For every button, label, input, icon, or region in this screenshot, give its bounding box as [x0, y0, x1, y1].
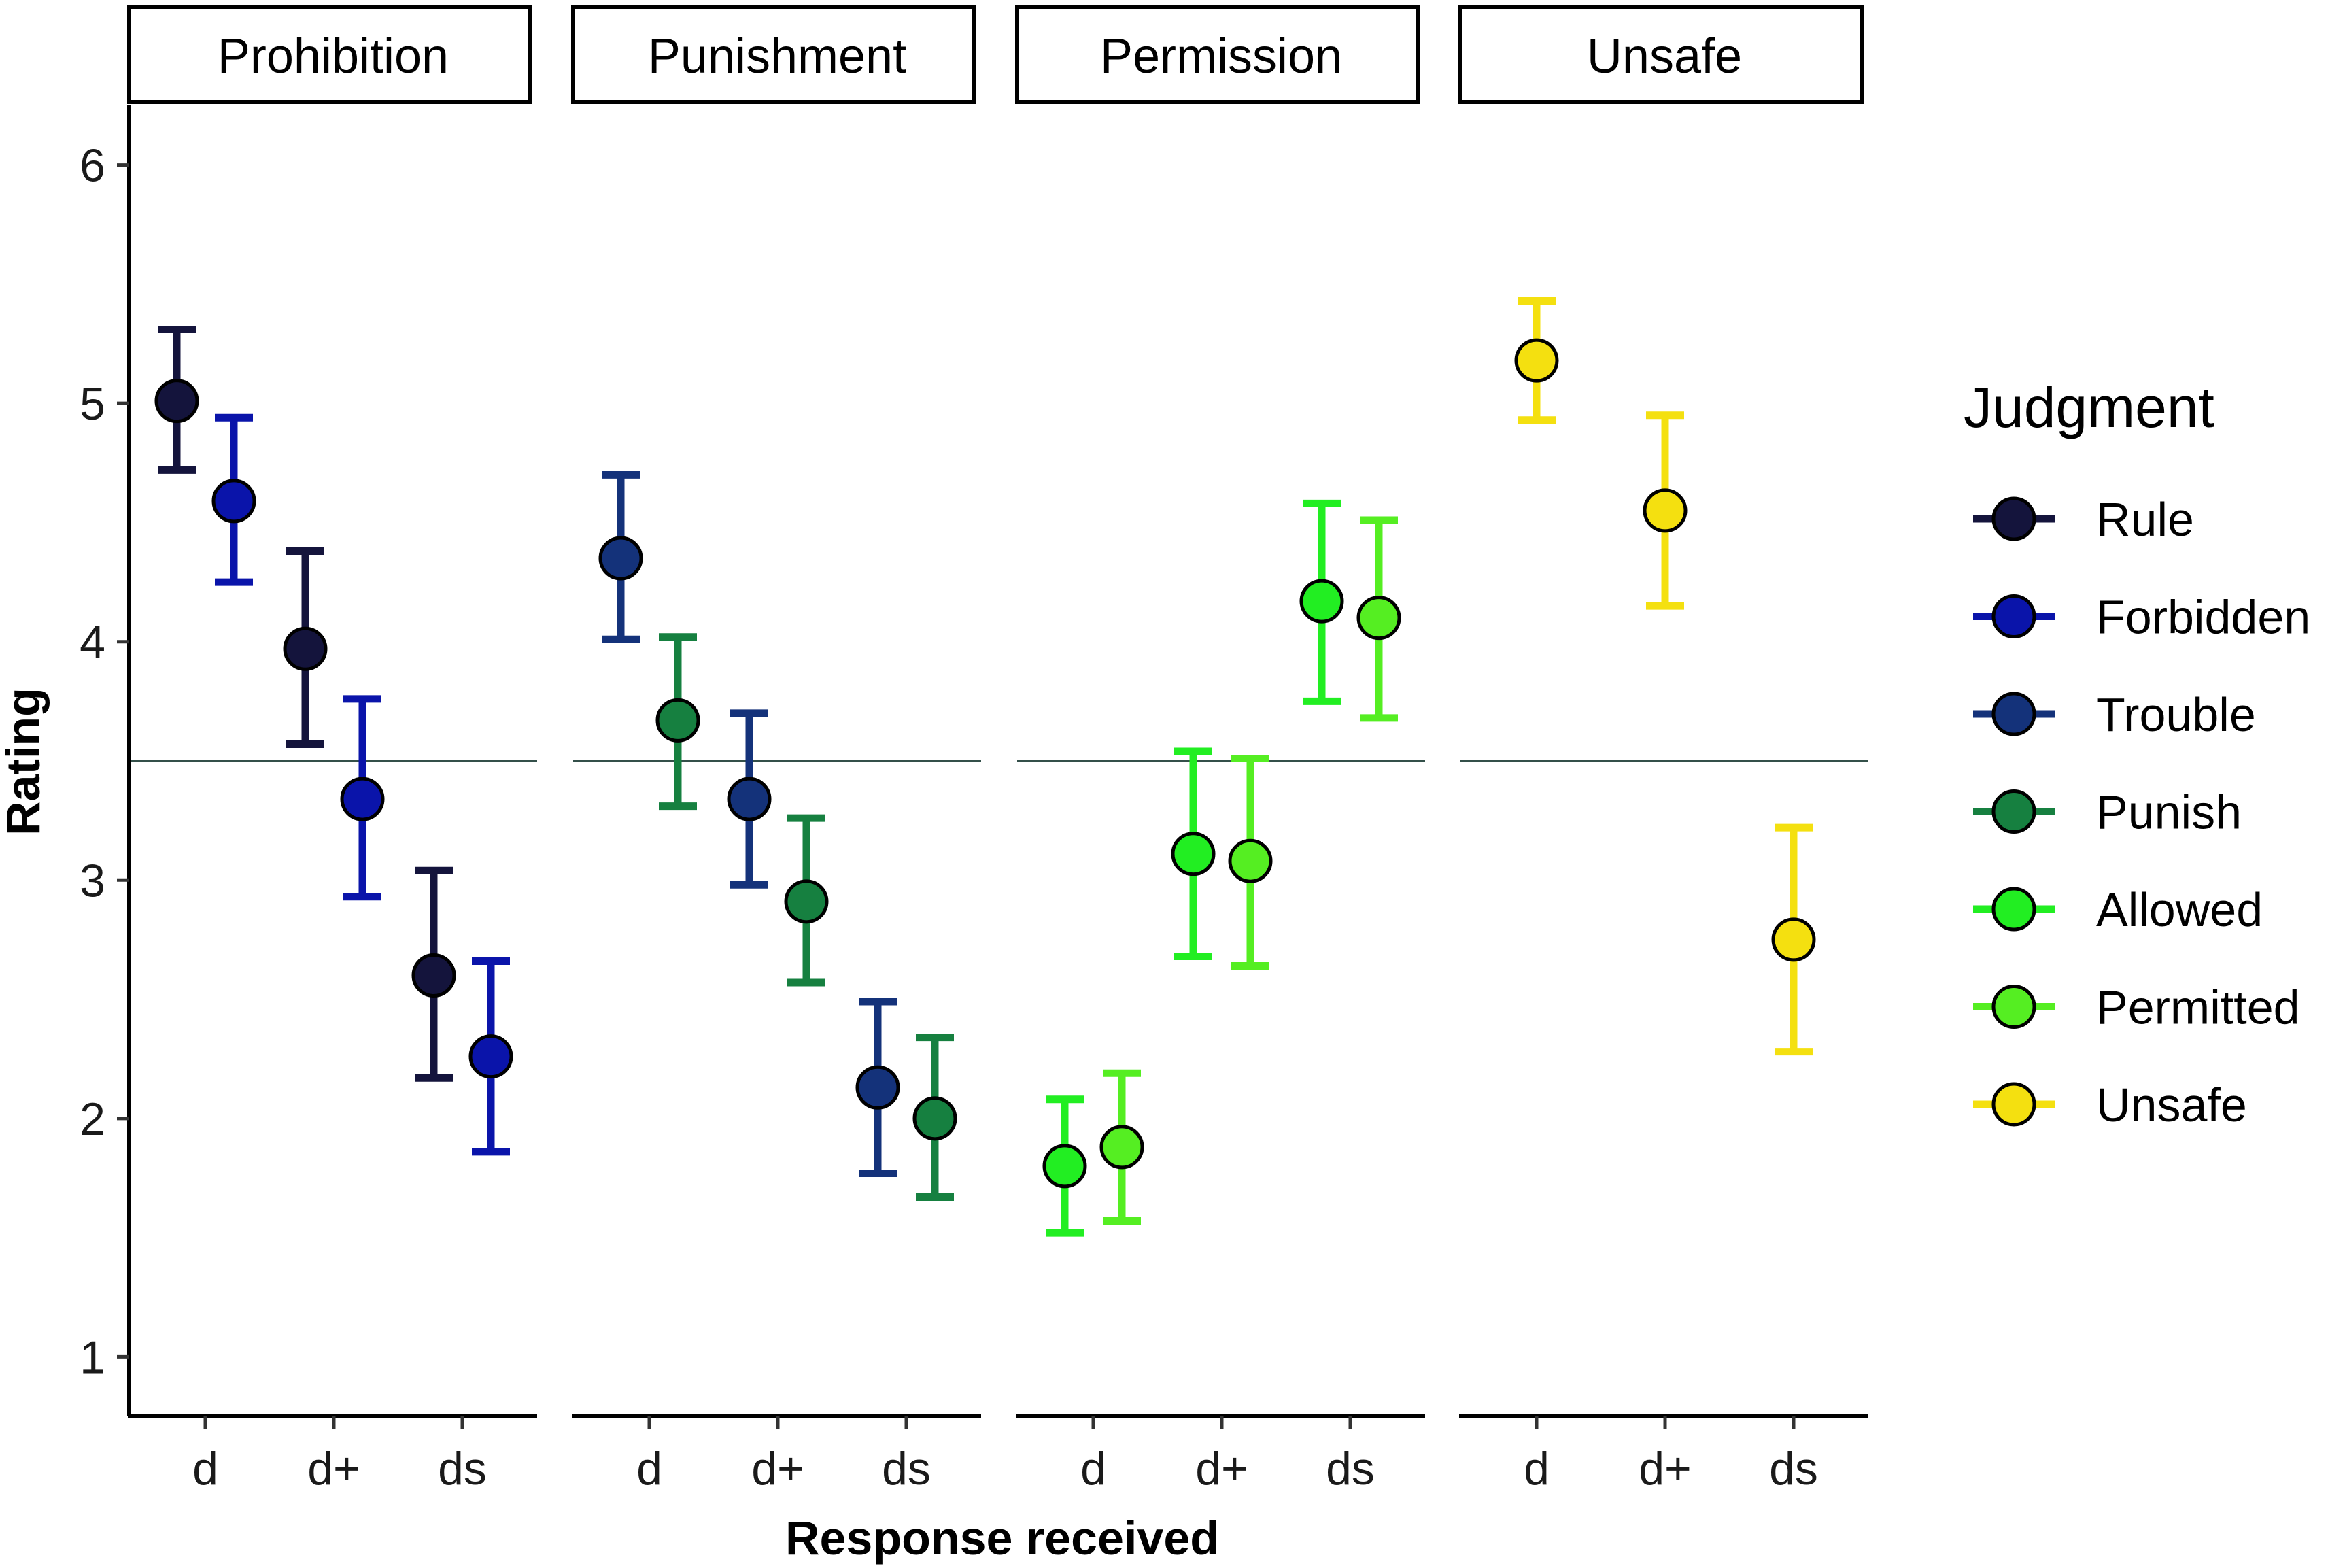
y-tick-label: 1	[80, 1331, 105, 1383]
legend-item-rule: Rule	[1973, 493, 2194, 546]
x-tick-label: d+	[1639, 1443, 1692, 1495]
series-punish	[655, 633, 957, 1201]
data-point-trouble-ds	[855, 1065, 900, 1110]
legend-key-point	[1991, 789, 2036, 834]
panel-unsafe: Unsafe d d+ ds	[1458, 5, 1868, 1495]
x-tick-label: ds	[882, 1443, 931, 1495]
data-point-forbidden-d	[211, 479, 256, 524]
x-tick-label: d	[1080, 1443, 1106, 1495]
strip-box	[1015, 5, 1420, 104]
legend-item-permitted: Permitted	[1973, 981, 2300, 1034]
panel-prohibition: Prohibition d d+ ds	[127, 5, 537, 1495]
x-tick-label: ds	[1326, 1443, 1375, 1495]
legend-key-point	[1991, 1082, 2036, 1127]
data-point-trouble-d	[727, 777, 772, 821]
legend-label: Allowed	[2096, 883, 2263, 936]
data-point-punish-ds	[912, 1096, 957, 1141]
data-point-permitted-d	[1228, 838, 1273, 883]
series-rule	[154, 326, 456, 1082]
data-point-allowed-d	[1042, 1144, 1087, 1189]
x-tick-label: d+	[1195, 1443, 1248, 1495]
panel-permission: Permission d d+ ds	[1015, 5, 1425, 1495]
data-point-permitted-d	[1099, 1125, 1144, 1170]
legend-label: Punish	[2096, 786, 2242, 839]
strip-box	[127, 5, 532, 104]
data-point-unsafe-d	[1514, 338, 1559, 383]
legend-item-punish: Punish	[1973, 786, 2242, 839]
legend-item-trouble: Trouble	[1973, 688, 2256, 741]
series-allowed	[1042, 499, 1344, 1237]
strip-title: Punishment	[648, 29, 906, 84]
y-tick-label: 5	[80, 378, 105, 430]
series-forbidden	[211, 413, 513, 1156]
x-tick-label: ds	[1769, 1443, 1818, 1495]
legend: Judgment Rule Forbidden Trouble Punish Allowe…	[1964, 375, 2310, 1131]
data-point-permitted-ds	[1356, 596, 1401, 641]
data-point-forbidden-ds	[468, 1034, 513, 1079]
data-point-punish-d	[655, 698, 700, 743]
legend-label: Forbidden	[2096, 591, 2310, 644]
legend-label: Rule	[2096, 493, 2194, 546]
data-point-forbidden-d	[340, 777, 385, 821]
x-tick-label: d	[636, 1443, 662, 1495]
strip-title: Prohibition	[218, 29, 449, 84]
legend-key-point	[1991, 985, 2036, 1029]
data-point-punish-d	[784, 879, 829, 924]
y-tick-label: 3	[80, 855, 105, 906]
strip-box	[571, 5, 976, 104]
x-tick-label: d+	[751, 1443, 804, 1495]
data-point-unsafe-ds	[1771, 917, 1816, 962]
strip-title: Unsafe	[1587, 29, 1742, 84]
series-unsafe	[1514, 296, 1816, 1056]
data-point-rule-d	[283, 626, 328, 671]
y-tick-label: 4	[80, 617, 105, 668]
x-tick-label: ds	[438, 1443, 487, 1495]
strip-box	[1458, 5, 1864, 104]
data-point-rule-d	[154, 379, 199, 424]
legend-item-forbidden: Forbidden	[1973, 591, 2310, 644]
legend-label: Unsafe	[2096, 1078, 2247, 1131]
y-tick-label: 2	[80, 1093, 105, 1145]
legend-key-point	[1991, 496, 2036, 541]
legend-label: Permitted	[2096, 981, 2300, 1034]
strip-title: Permission	[1100, 29, 1342, 84]
series-trouble	[598, 471, 900, 1177]
legend-label: Trouble	[2096, 688, 2256, 741]
data-point-unsafe-d	[1643, 488, 1688, 533]
y-axis-title: Rating	[0, 687, 50, 836]
x-tick-label: d	[192, 1443, 218, 1495]
data-point-trouble-d	[598, 536, 643, 581]
legend-key-point	[1991, 594, 2036, 638]
x-axis-title: Response received	[785, 1512, 1219, 1565]
data-point-allowed-d	[1171, 832, 1216, 876]
legend-key-point	[1991, 692, 2036, 736]
data-point-allowed-ds	[1299, 579, 1344, 624]
axes: 1 2 3 4 5 6	[80, 105, 131, 1416]
legend-title: Judgment	[1964, 375, 2214, 439]
y-tick-label: 6	[80, 140, 105, 192]
x-tick-label: d	[1524, 1443, 1550, 1495]
legend-item-unsafe: Unsafe	[1973, 1078, 2247, 1131]
panel-punishment: Punishment d d+ ds	[571, 5, 981, 1495]
legend-item-allowed: Allowed	[1973, 883, 2263, 936]
x-tick-label: d+	[307, 1443, 360, 1495]
data-point-rule-ds	[411, 953, 456, 998]
series-permitted	[1099, 516, 1401, 1225]
legend-key-point	[1991, 887, 2036, 932]
